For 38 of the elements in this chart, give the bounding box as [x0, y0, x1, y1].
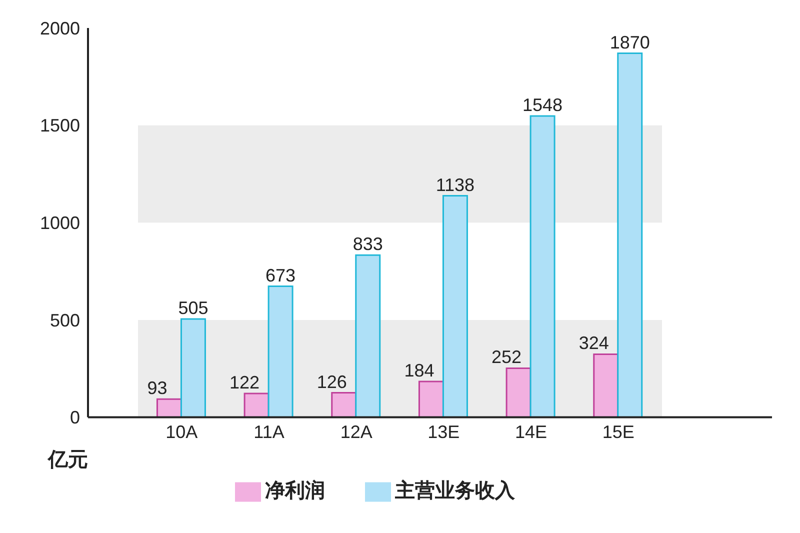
bar	[268, 286, 294, 418]
data-label: 184	[404, 360, 434, 380]
y-tick-label: 0	[70, 408, 80, 428]
data-label: 126	[316, 372, 347, 392]
data-label: 122	[230, 372, 260, 393]
y-tick-label: 1500	[40, 116, 80, 136]
bar	[244, 392, 270, 418]
legend-label: 净利润	[265, 480, 325, 502]
y-tick-label: 500	[50, 310, 80, 330]
x-tick-label: 14E	[514, 422, 548, 442]
y-tick-label: 2000	[40, 18, 80, 38]
data-label: 324	[578, 333, 609, 354]
y-tick-label: 1000	[40, 213, 80, 234]
bar	[506, 367, 532, 418]
bar	[418, 380, 444, 418]
bar	[617, 52, 643, 418]
x-tick-label: 13E	[428, 422, 460, 442]
bar	[530, 115, 556, 418]
x-tick-label: 15E	[602, 422, 634, 442]
bar	[355, 254, 381, 418]
data-label: 252	[492, 347, 522, 368]
bar	[442, 195, 468, 418]
bar	[593, 353, 619, 418]
data-label: 1138	[436, 174, 475, 195]
data-label: 1870	[610, 32, 650, 52]
data-label: 673	[266, 265, 296, 286]
x-tick-label: 11A	[254, 422, 284, 442]
y-axis-title: 亿元	[48, 448, 88, 473]
x-tick-label: 10A	[166, 422, 198, 442]
bar	[180, 318, 206, 418]
data-label: 833	[352, 234, 383, 254]
legend-label: 主营业务收入	[395, 480, 515, 502]
bar	[156, 398, 182, 418]
data-label: 1548	[522, 94, 563, 115]
bar	[331, 392, 357, 418]
data-label: 505	[178, 298, 208, 318]
data-label: 93	[147, 378, 168, 398]
x-tick-label: 12A	[340, 422, 372, 442]
